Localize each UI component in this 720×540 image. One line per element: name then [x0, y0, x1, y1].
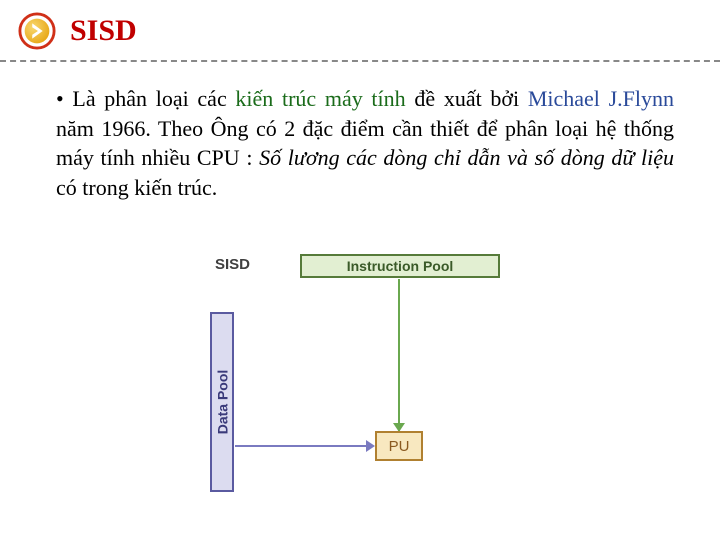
data-arrow-head [366, 440, 375, 452]
sisd-diagram: SISD Instruction Pool Data Pool PU [160, 254, 560, 524]
instruction-pool-box: Instruction Pool [300, 254, 500, 278]
para-mid1: đề xuất bởi [406, 86, 528, 111]
pu-label: PU [389, 438, 410, 455]
pu-box: PU [375, 431, 423, 461]
sisd-label: SISD [215, 256, 250, 273]
body-paragraph: • Là phân loại các kiến trúc máy tính đề… [0, 62, 720, 203]
header-divider [0, 60, 720, 62]
slide-title: SISD [70, 14, 137, 48]
data-pool-box: Data Pool [210, 312, 234, 492]
data-pool-label: Data Pool [214, 370, 230, 435]
arrow-bullet-icon [18, 12, 56, 50]
para-prefix: • Là phân loại các [56, 86, 235, 111]
instruction-pool-label: Instruction Pool [347, 258, 454, 274]
slide-header: SISD [0, 0, 720, 50]
data-arrow-line [235, 445, 367, 447]
para-suffix: có trong kiến trúc. [56, 175, 217, 200]
para-italic: Số lương các dòng chỉ dẫn và số dòng dữ … [259, 145, 674, 170]
para-link2: Michael J.Flynn [528, 86, 674, 111]
instruction-arrow-line [398, 279, 400, 431]
para-link1: kiến trúc máy tính [235, 86, 405, 111]
